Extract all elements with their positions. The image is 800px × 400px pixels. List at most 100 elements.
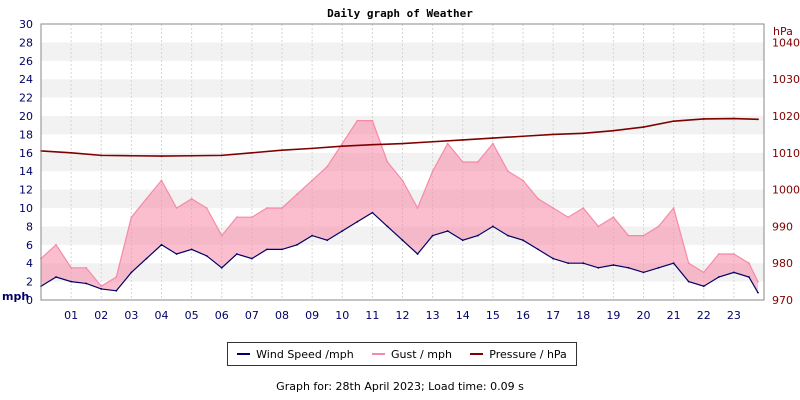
left-tick-label: 28 bbox=[19, 36, 33, 49]
gust-point bbox=[250, 216, 253, 219]
right-tick-label: 1030 bbox=[772, 73, 800, 86]
left-tick-label: 0 bbox=[26, 294, 33, 307]
x-tick-label: 04 bbox=[155, 309, 169, 322]
left-tick-label: 10 bbox=[19, 202, 33, 215]
gust-point bbox=[642, 234, 645, 237]
gust-point bbox=[326, 165, 329, 168]
left-tick-label: 2 bbox=[26, 276, 33, 289]
gust-point bbox=[702, 271, 705, 274]
gust-point bbox=[627, 234, 630, 237]
left-tick-label: 6 bbox=[26, 239, 33, 252]
pressure-point bbox=[702, 118, 705, 120]
gust-point bbox=[296, 193, 298, 196]
legend-item-pressure: Pressure / hPa bbox=[470, 348, 567, 361]
x-tick-label: 03 bbox=[124, 309, 138, 322]
x-tick-label: 09 bbox=[305, 309, 319, 322]
legend-swatch-wind bbox=[237, 353, 251, 355]
wind-speed-point bbox=[491, 225, 494, 228]
pressure-point bbox=[190, 154, 193, 157]
gust-point bbox=[476, 161, 479, 163]
gust-point bbox=[416, 207, 419, 209]
left-axis-label: mph bbox=[2, 290, 29, 303]
pressure-point bbox=[281, 149, 283, 152]
plot-frame bbox=[40, 23, 765, 301]
gust-point bbox=[446, 142, 449, 145]
gust-point bbox=[401, 179, 404, 182]
pressure-point bbox=[401, 142, 404, 145]
pressure-point bbox=[341, 145, 344, 148]
wind-speed-point bbox=[431, 234, 434, 237]
wind-speed-point bbox=[341, 230, 344, 232]
x-tick-label: 16 bbox=[516, 309, 530, 322]
gust-point bbox=[356, 119, 359, 122]
gust-point bbox=[567, 216, 570, 219]
wind-speed-point bbox=[507, 234, 509, 237]
gust-point bbox=[491, 142, 494, 145]
pressure-point bbox=[732, 117, 735, 120]
wind-speed-point bbox=[416, 253, 419, 255]
series-layer bbox=[40, 117, 759, 294]
wind-speed-point bbox=[371, 211, 374, 214]
pressure-point bbox=[311, 147, 314, 150]
x-tick-label: 02 bbox=[94, 309, 108, 322]
gust-point bbox=[537, 197, 539, 200]
pressure-point bbox=[461, 139, 464, 141]
wind-speed-point bbox=[446, 230, 449, 232]
wind-speed-point bbox=[100, 288, 103, 290]
wind-speed-point bbox=[220, 266, 223, 269]
left-tick-label: 16 bbox=[19, 147, 33, 160]
gust-point bbox=[582, 207, 585, 209]
left-tick-label: 24 bbox=[19, 73, 33, 86]
legend-swatch-gust bbox=[372, 353, 386, 355]
gust-point bbox=[341, 142, 344, 145]
x-tick-label: 17 bbox=[546, 309, 560, 322]
x-tick-label: 19 bbox=[606, 309, 620, 322]
gust-point bbox=[235, 216, 238, 219]
gust-point bbox=[85, 266, 88, 269]
gust-point bbox=[160, 179, 163, 182]
x-tick-label: 05 bbox=[185, 309, 199, 322]
x-tick-label: 14 bbox=[456, 309, 470, 322]
gust-point bbox=[190, 197, 193, 200]
right-tick-label: 1040 bbox=[772, 36, 800, 49]
wind-speed-point bbox=[115, 289, 118, 292]
wind-speed-point bbox=[476, 234, 479, 237]
gust-point bbox=[386, 161, 389, 163]
left-tick-label: 30 bbox=[19, 18, 33, 31]
gust-point bbox=[175, 207, 178, 209]
x-tick-label: 18 bbox=[576, 309, 590, 322]
gust-point bbox=[311, 179, 314, 182]
wind-speed-point bbox=[552, 257, 555, 260]
gust-point bbox=[748, 262, 750, 265]
wind-speed-point bbox=[55, 276, 57, 278]
x-tick-label: 21 bbox=[667, 309, 681, 322]
wind-speed-point bbox=[687, 280, 690, 283]
wind-speed-point bbox=[175, 253, 178, 255]
grid-band bbox=[41, 97, 764, 116]
gust-point bbox=[371, 119, 374, 122]
right-axis-label: hPa bbox=[773, 25, 793, 38]
x-tick-label: 08 bbox=[275, 309, 289, 322]
pressure-point bbox=[160, 155, 163, 158]
gust-point bbox=[115, 276, 118, 278]
wind-speed-point bbox=[461, 239, 464, 242]
gust-point bbox=[266, 207, 268, 209]
wind-speed-point bbox=[235, 253, 238, 255]
x-tick-label: 07 bbox=[245, 309, 259, 322]
wind-speed-point bbox=[250, 257, 253, 260]
x-tick-label: 06 bbox=[215, 309, 229, 322]
x-tick-label: 12 bbox=[396, 309, 410, 322]
legend-label-wind: Wind Speed /mph bbox=[256, 347, 354, 361]
gust-point bbox=[70, 266, 73, 269]
gust-point bbox=[431, 170, 434, 173]
pressure-point bbox=[522, 135, 524, 138]
wind-speed-point bbox=[70, 280, 73, 283]
left-tick-label: 22 bbox=[19, 92, 33, 105]
right-tick-label: 970 bbox=[772, 294, 793, 307]
wind-speed-point bbox=[326, 239, 329, 242]
wind-speed-point bbox=[85, 282, 88, 285]
wind-speed-point bbox=[522, 239, 524, 242]
wind-speed-point bbox=[401, 239, 404, 242]
